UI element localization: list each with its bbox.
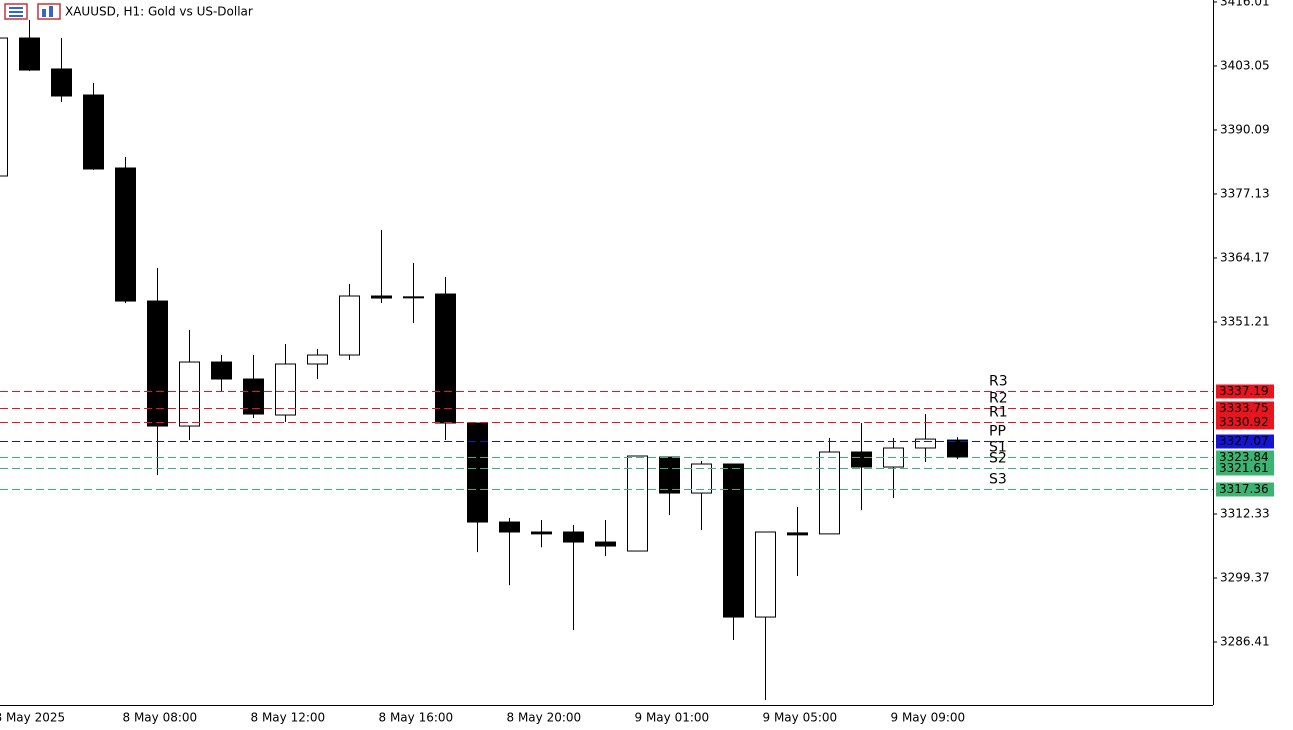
pivot-price-label: 3321.61 <box>1219 461 1269 475</box>
y-tick-label: 3286.41 <box>1220 634 1270 648</box>
candle-body <box>307 354 328 365</box>
symbol-icons <box>4 3 61 20</box>
candle-body <box>627 455 648 552</box>
pivot-name: S1 <box>989 440 1007 456</box>
candle-body <box>243 378 264 415</box>
candle-body <box>563 531 584 543</box>
pivot-price-box <box>1216 461 1274 476</box>
candle-body <box>755 531 776 618</box>
y-tick-label: 3377.13 <box>1220 186 1270 200</box>
candle-body <box>851 451 872 468</box>
chart-title: XAUUSD, H1: Gold vs US-Dollar <box>65 5 253 19</box>
x-tick-label: 8 May 08:00 <box>123 711 198 725</box>
candle-body <box>403 296 424 299</box>
pivot-price-box <box>1216 434 1274 449</box>
candle-body <box>339 295 360 356</box>
candle-body <box>787 532 808 536</box>
x-tick-label: 8 May 2025 <box>0 711 65 725</box>
pivot-price-box <box>1216 384 1274 399</box>
candle-body <box>499 521 520 533</box>
x-tick-label: 9 May 09:00 <box>891 711 966 725</box>
pivot-price-label: 3333.75 <box>1219 401 1269 415</box>
y-tick-label: 3299.37 <box>1220 570 1270 584</box>
candle-body <box>947 439 968 458</box>
candle-body <box>819 451 840 535</box>
pivot-price-label: 3317.36 <box>1219 482 1269 496</box>
x-tick-label: 8 May 16:00 <box>379 711 454 725</box>
candle-body <box>51 68 72 97</box>
candle-body <box>531 531 552 535</box>
pivot-name: PP <box>989 424 1006 440</box>
x-tick-label: 9 May 05:00 <box>763 711 838 725</box>
pivot-price-box <box>1216 450 1274 465</box>
candle-body <box>467 422 488 523</box>
pivot-name: R1 <box>989 405 1008 421</box>
candle-body <box>659 456 680 494</box>
y-tick-label: 3390.09 <box>1220 122 1270 136</box>
candle-body <box>691 463 712 494</box>
candle-body <box>19 37 40 71</box>
candle-body <box>275 363 296 416</box>
candle-body <box>371 295 392 299</box>
pivot-price-label: 3323.84 <box>1219 450 1269 464</box>
pivot-price-label: 3330.92 <box>1219 415 1269 429</box>
candle-body <box>147 300 168 427</box>
y-tick-label: 3312.33 <box>1220 506 1270 520</box>
x-tick-label: 8 May 12:00 <box>251 711 326 725</box>
pivot-price-box <box>1216 482 1274 497</box>
y-tick-label: 3403.05 <box>1220 58 1270 72</box>
candle-body <box>115 167 136 302</box>
candle-body <box>0 37 8 177</box>
y-tick-label: 3351.21 <box>1220 314 1270 328</box>
pivot-price-box <box>1216 415 1274 430</box>
candle-body <box>723 463 744 618</box>
x-tick-label: 9 May 01:00 <box>635 711 710 725</box>
candle-body <box>179 361 200 427</box>
candle-body <box>83 94 104 170</box>
pivot-price-box <box>1216 401 1274 416</box>
pivot-price-label: 3327.07 <box>1219 434 1269 448</box>
pivot-name: R3 <box>989 374 1008 390</box>
pivot-name: R2 <box>989 391 1008 407</box>
pivot-name: S3 <box>989 472 1007 488</box>
candle-body <box>595 541 616 547</box>
y-tick-label: 3364.17 <box>1220 250 1270 264</box>
candle-body <box>211 361 232 380</box>
pivot-price-label: 3337.19 <box>1219 384 1269 398</box>
pivot-name: S2 <box>989 451 1007 467</box>
y-tick-label: 3416.01 <box>1220 0 1270 8</box>
candle-body <box>915 438 936 449</box>
candle-body <box>435 293 456 424</box>
x-tick-label: 8 May 20:00 <box>507 711 582 725</box>
